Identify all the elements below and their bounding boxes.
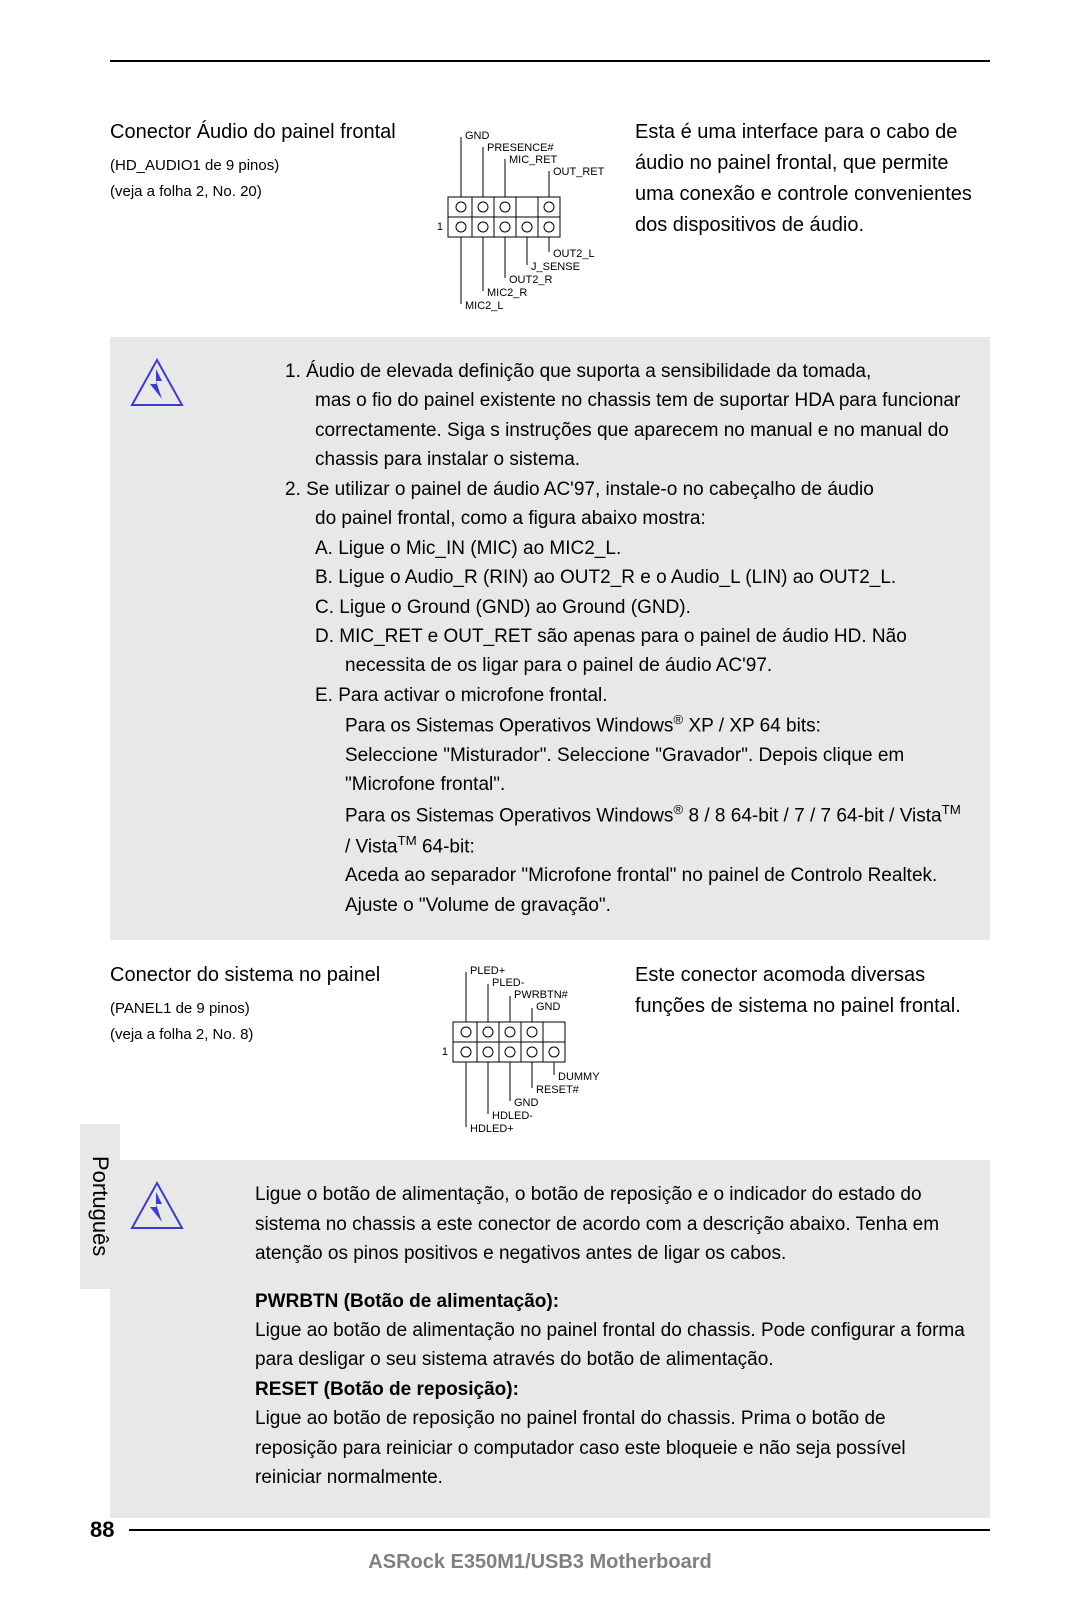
footer-rule: [129, 1529, 990, 1531]
top-rule: [110, 60, 990, 62]
note1-e2: Seleccione "Misturador". Seleccione "Gra…: [285, 741, 970, 800]
note2-p2: Ligue ao botão de alimentação no painel …: [255, 1316, 970, 1375]
note1-e: E. Para activar o microfone frontal.: [285, 681, 970, 710]
note1-d: D. MIC_RET e OUT_RET são apenas para o p…: [285, 622, 970, 651]
section2-title: Conector do sistema no painel: [110, 960, 400, 990]
note2-p1: Ligue o botão de alimentação, o botão de…: [255, 1180, 970, 1268]
note1-a: A. Ligue o Mic_IN (MIC) ao MIC2_L.: [285, 534, 970, 563]
section1-desc: Esta é uma interface para o cabo de áudi…: [635, 117, 990, 241]
note1-line2b: do painel frontal, como a figura abaixo …: [315, 508, 706, 529]
bot-label-out2l: OUT2_L: [553, 248, 595, 260]
p-bot-1: RESET#: [536, 1084, 580, 1096]
p-top-0: PLED+: [470, 965, 505, 977]
audio-connector-section: Conector Áudio do painel frontal (HD_AUD…: [110, 117, 990, 317]
page-number: 88: [90, 1517, 114, 1543]
note1-c: C. Ligue o Ground (GND) ao Ground (GND).: [285, 593, 970, 622]
bot-label-mic2r: MIC2_R: [487, 287, 527, 299]
note2-h2: RESET (Botão de reposição):: [255, 1375, 970, 1404]
p-top-3: GND: [536, 1001, 561, 1013]
section2-sub1: (PANEL1 de 9 pinos): [110, 996, 400, 1022]
p-bot-2: GND: [514, 1097, 539, 1109]
p-bot-3: HDLED-: [492, 1110, 533, 1122]
note1-line2: 2. Se utilizar o painel de áudio AC'97, …: [285, 475, 970, 504]
pin1-label-2: 1: [441, 1046, 447, 1058]
lightning-icon: [130, 1180, 185, 1235]
footer-title: ASRock E350M1/USB3 Motherboard: [90, 1551, 990, 1574]
section2-desc: Este conector acomoda diversas funções d…: [635, 960, 990, 1022]
note2-h1: PWRBTN (Botão de alimentação):: [255, 1287, 970, 1316]
p-top-1: PLED-: [492, 977, 525, 989]
page-footer: 88 ASRock E350M1/USB3 Motherboard: [90, 1517, 990, 1574]
panel-connector-section: Conector do sistema no painel (PANEL1 de…: [110, 960, 990, 1140]
pin1-label: 1: [436, 221, 442, 233]
p-bot-0: DUMMY: [558, 1071, 600, 1083]
note1-e1: Para os Sistemas Operativos Windows® XP …: [285, 710, 970, 741]
note1-line1: 1. Áudio de elevada definição que suport…: [285, 357, 970, 386]
section1-sub1: (HD_AUDIO1 de 9 pinos): [110, 153, 400, 179]
lightning-icon: [130, 357, 185, 412]
top-label-outret: OUT_RET: [553, 166, 605, 178]
p-top-2: PWRBTN#: [514, 989, 569, 1001]
top-label-gnd: GND: [465, 130, 490, 142]
language-label: Português: [87, 1156, 113, 1256]
bot-label-mic2l: MIC2_L: [465, 300, 504, 312]
note1-e4: Aceda ao separador "Microfone frontal" n…: [285, 861, 970, 920]
note1-d2: necessita de os ligar para o painel de á…: [285, 651, 970, 680]
section2-sub2: (veja a folha 2, No. 8): [110, 1022, 400, 1048]
bot-label-out2r: OUT2_R: [509, 274, 552, 286]
language-tab: Português: [80, 1124, 120, 1289]
panel-diagram: 1 PLED+ PLED- PWRBTN# GND DUMMY RESET# G…: [423, 960, 613, 1140]
p-bot-4: HDLED+: [470, 1123, 514, 1135]
note2-p3: Ligue ao botão de reposição no painel fr…: [255, 1404, 970, 1492]
note1-line1b: mas o fio do painel existente no chassis…: [315, 390, 960, 470]
top-label-presence: PRESENCE#: [487, 142, 555, 154]
note-box-2: Ligue o botão de alimentação, o botão de…: [110, 1160, 990, 1517]
note1-b: B. Ligue o Audio_R (RIN) ao OUT2_R e o A…: [285, 563, 970, 592]
section1-title: Conector Áudio do painel frontal: [110, 117, 400, 147]
top-label-micret: MIC_RET: [509, 154, 558, 166]
note-box-1: 1. Áudio de elevada definição que suport…: [110, 337, 990, 940]
hd-audio-diagram: 1 GND PRESENCE# MIC_RET OUT_RET OUT2_L J…: [423, 117, 613, 317]
bot-label-jsense: J_SENSE: [531, 261, 580, 273]
note1-e3: Para os Sistemas Operativos Windows® 8 /…: [285, 800, 970, 862]
section1-sub2: (veja a folha 2, No. 20): [110, 179, 400, 205]
